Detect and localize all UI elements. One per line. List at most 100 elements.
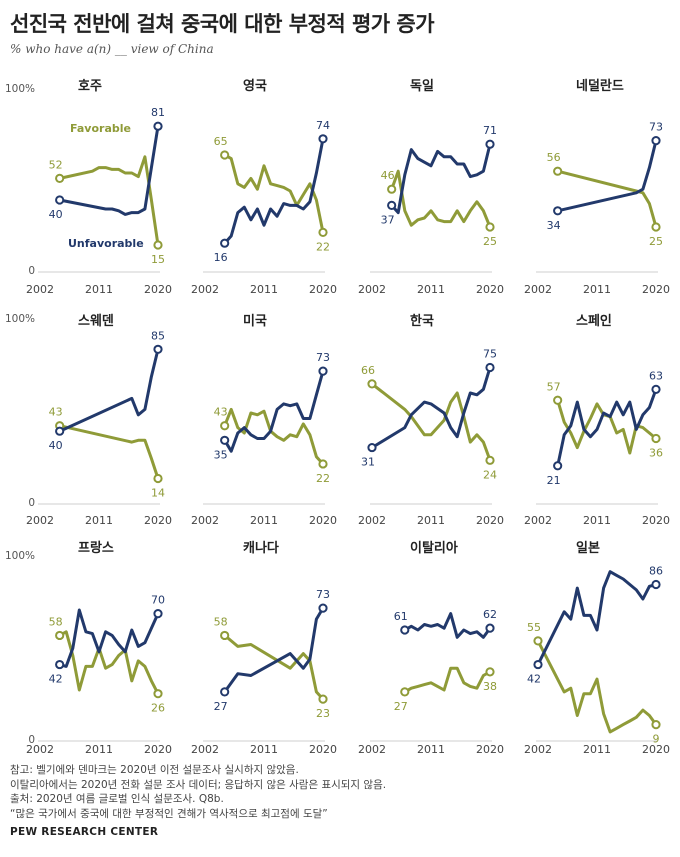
chart-8-unfavorable-end-label: 63 xyxy=(649,369,663,382)
chart-6-unfavorable-start-label: 35 xyxy=(214,448,228,461)
chart-10-favorable-end-marker xyxy=(318,694,328,704)
chart-5-ytick-100: 100% xyxy=(5,313,35,325)
legend-favorable: Favorable xyxy=(70,122,131,135)
chart-1-favorable-line xyxy=(58,155,160,247)
chart-7-xtick-2011: 2011 xyxy=(417,514,445,527)
chart-7-favorable-end-marker xyxy=(485,455,495,465)
chart-2-favorable-end-marker xyxy=(318,227,328,237)
chart-3-favorable-line xyxy=(390,169,492,229)
chart-1-unfavorable-start-label: 40 xyxy=(49,208,63,221)
chart-9-unfavorable-start-label: 42 xyxy=(49,673,63,686)
chart-12-xtick-2011: 2011 xyxy=(583,743,611,756)
chart-3-favorable-start-label: 46 xyxy=(381,169,395,182)
chart-12-favorable-start-label: 55 xyxy=(527,621,541,634)
chart-4-title: 네덜란드 xyxy=(576,78,624,94)
chart-4-favorable-end-marker xyxy=(651,222,661,232)
chart-7-title: 한국 xyxy=(410,313,434,329)
chart-10-xtick-2020: 2020 xyxy=(309,743,337,756)
chart-1-unfavorable-line xyxy=(58,124,160,216)
chart-1-title: 호주 xyxy=(78,79,102,94)
chart-4-unfavorable-end-marker xyxy=(651,136,661,146)
chart-2-favorable-start-label: 65 xyxy=(214,135,228,148)
chart-8-favorable-end-label: 36 xyxy=(649,446,663,459)
chart-5-xtick-2002: 2002 xyxy=(26,514,54,527)
chart-4-unfavorable-end-label: 73 xyxy=(649,121,663,134)
chart-6-xtick-2011: 2011 xyxy=(250,514,278,527)
chart-9-favorable-start-label: 58 xyxy=(49,615,63,628)
chart-5-xtick-2011: 2011 xyxy=(85,514,113,527)
chart-2-xtick-2002: 2002 xyxy=(191,283,219,296)
chart-10-favorable-start-marker xyxy=(220,630,230,641)
chart-7-xtick-2020: 2020 xyxy=(476,514,504,527)
chart-3-unfavorable-end-marker xyxy=(485,139,495,149)
chart-9-unfavorable-end-marker xyxy=(153,609,163,619)
chart-10-title: 캐나다 xyxy=(243,540,279,556)
chart-12-unfavorable-line xyxy=(536,570,658,667)
chart-7-favorable-line xyxy=(370,382,492,462)
chart-12-title: 일본 xyxy=(576,541,600,556)
chart-11-favorable-start-label: 27 xyxy=(394,700,408,713)
chart-3-unfavorable-start-marker xyxy=(387,200,397,210)
chart-11-title: 이탈리아 xyxy=(410,540,458,556)
chart-5-unfavorable-line xyxy=(58,347,160,433)
chart-3-xtick-2020: 2020 xyxy=(476,283,504,296)
page-title: 선진국 전반에 걸쳐 중국에 대한 부정적 평가 증가 xyxy=(10,12,435,36)
chart-5-ytick-0: 0 xyxy=(28,497,35,509)
chart-10-favorable-line xyxy=(223,633,325,701)
chart-11-xtick-2020: 2020 xyxy=(476,743,504,756)
chart-8-unfavorable-line xyxy=(556,387,658,468)
chart-11-favorable-end-label: 38 xyxy=(483,680,497,693)
chart-12-favorable-end-marker xyxy=(651,720,661,730)
chart-6-favorable-end-marker xyxy=(318,459,328,469)
chart-8-title: 스페인 xyxy=(576,313,612,329)
note-3: 출처: 2020년 여름 글로벌 인식 설문조사. Q8b. xyxy=(10,793,224,805)
chart-1-xtick-2011: 2011 xyxy=(85,283,113,296)
chart-9-favorable-end-marker xyxy=(153,689,163,699)
chart-6-favorable-start-marker xyxy=(220,421,230,431)
chart-5-unfavorable-start-marker xyxy=(55,426,65,436)
chart-5-favorable-end-label: 14 xyxy=(151,487,165,500)
chart-4-unfavorable-line xyxy=(556,139,658,213)
chart-4-xtick-2002: 2002 xyxy=(524,283,552,296)
chart-12-xtick-2002: 2002 xyxy=(524,743,552,756)
chart-12-unfavorable-end-marker xyxy=(651,579,661,590)
chart-3-unfavorable-end-label: 71 xyxy=(483,124,497,137)
chart-6-title: 미국 xyxy=(243,313,267,329)
chart-11-favorable-start-marker xyxy=(400,687,410,697)
chart-7-unfavorable-start-label: 31 xyxy=(361,456,375,469)
chart-4-xtick-2020: 2020 xyxy=(642,283,670,296)
chart-1-unfavorable-start-marker xyxy=(55,195,65,205)
chart-12-unfavorable-end-label: 86 xyxy=(649,564,663,577)
chart-2-title: 영국 xyxy=(243,79,267,94)
brand-logo-text: PEW RESEARCH CENTER xyxy=(10,826,159,838)
chart-3-xtick-2002: 2002 xyxy=(358,283,386,296)
chart-3-favorable-end-label: 25 xyxy=(483,235,497,248)
chart-6-unfavorable-end-marker xyxy=(318,366,328,376)
page-subtitle: % who have a(n) __ view of China xyxy=(10,42,214,56)
chart-3-xtick-2011: 2011 xyxy=(417,283,445,296)
chart-6-xtick-2020: 2020 xyxy=(309,514,337,527)
chart-12-xtick-2020: 2020 xyxy=(642,743,670,756)
chart-12-unfavorable-start-label: 42 xyxy=(527,673,541,686)
note-1: 참고: 벨기에와 덴마크는 2020년 이전 설문조사 실시하지 않았음. xyxy=(10,764,299,776)
chart-1-ytick-0: 0 xyxy=(28,265,35,277)
chart-11-unfavorable-start-marker xyxy=(400,625,410,635)
chart-1-favorable-end-label: 15 xyxy=(151,253,165,266)
chart-8-unfavorable-start-marker xyxy=(553,461,563,471)
chart-10-unfavorable-start-label: 27 xyxy=(214,700,228,713)
chart-1-favorable-end-marker xyxy=(153,240,163,250)
chart-2-unfavorable-start-label: 16 xyxy=(214,251,228,264)
chart-10-unfavorable-start-marker xyxy=(220,687,230,697)
chart-9-favorable-line xyxy=(58,630,160,696)
chart-4-favorable-start-label: 56 xyxy=(547,151,561,164)
chart-7-unfavorable-end-label: 75 xyxy=(483,348,497,361)
chart-9-title: 프랑스 xyxy=(78,541,114,556)
chart-9-xtick-2020: 2020 xyxy=(144,743,172,756)
chart-5-unfavorable-end-label: 85 xyxy=(151,329,165,342)
chart-8-unfavorable-end-marker xyxy=(651,384,661,394)
chart-11-unfavorable-line xyxy=(403,612,492,639)
chart-8-xtick-2002: 2002 xyxy=(524,514,552,527)
chart-12-favorable-start-marker xyxy=(533,636,543,646)
chart-8-favorable-line xyxy=(556,398,658,455)
